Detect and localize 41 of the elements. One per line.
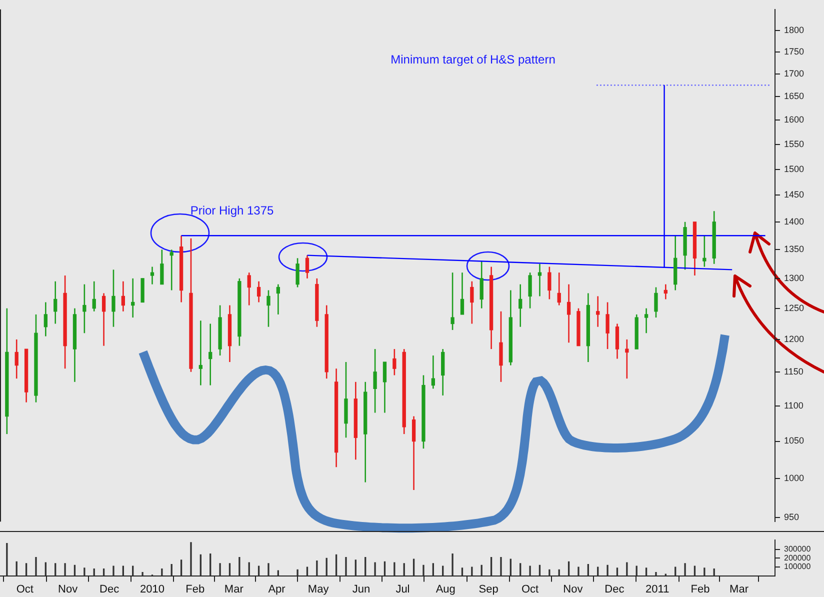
y-tick-label: 1400 (784, 216, 804, 226)
x-tick-label: Jul (396, 583, 410, 596)
y-tick-label: 1100 (784, 400, 804, 410)
y-tick-label: 200000 (784, 553, 812, 562)
y-tick-label: 300000 (784, 544, 812, 554)
y-tick-label: 1750 (784, 46, 804, 56)
y-tick-label: 1200 (784, 334, 804, 344)
y-tick-label: 1650 (784, 91, 804, 102)
y-tick-label: 1050 (784, 436, 804, 446)
x-tick-label: 2011 (646, 583, 670, 596)
annotation: Minimum target of H&S pattern (390, 52, 556, 66)
y-tick-label: 1550 (784, 138, 804, 149)
x-tick-label: Apr (268, 583, 286, 596)
y-tick-label: 1000 (784, 472, 804, 483)
x-tick-label: Dec (604, 583, 625, 596)
x-tick-label: Nov (58, 583, 78, 596)
x-tick-label: Feb (186, 583, 205, 596)
x-tick-label: Mar (730, 583, 749, 596)
x-tick-label: May (308, 583, 330, 596)
y-tick-label: 1600 (784, 114, 804, 125)
x-tick-label: Sep (478, 583, 498, 596)
x-tick-label: Oct (16, 583, 34, 596)
y-tick-label: 1150 (784, 366, 804, 376)
x-tick-label: Aug (436, 583, 456, 596)
y-tick-label: 950 (784, 512, 800, 522)
y-tick-label: 1450 (784, 190, 804, 200)
x-tick-label: Feb (690, 583, 710, 596)
y-tick-label: 1250 (784, 302, 804, 313)
y-tick-label: 100000 (784, 562, 812, 572)
y-tick-label: 1500 (784, 164, 804, 174)
x-tick-label: Dec (100, 583, 120, 596)
annotation: Prior High 1375 (190, 203, 274, 218)
x-tick-label: Oct (521, 583, 539, 596)
x-tick-label: Nov (563, 583, 584, 596)
y-tick-label: 1300 (784, 272, 804, 283)
y-tick-label: 1700 (784, 68, 804, 78)
y-tick-label: 1800 (784, 24, 804, 35)
x-tick-label: Mar (224, 583, 244, 596)
y-tick-label: 1350 (784, 244, 804, 254)
x-tick-label: 2010 (140, 583, 164, 596)
x-tick-label: Jun (352, 583, 370, 596)
